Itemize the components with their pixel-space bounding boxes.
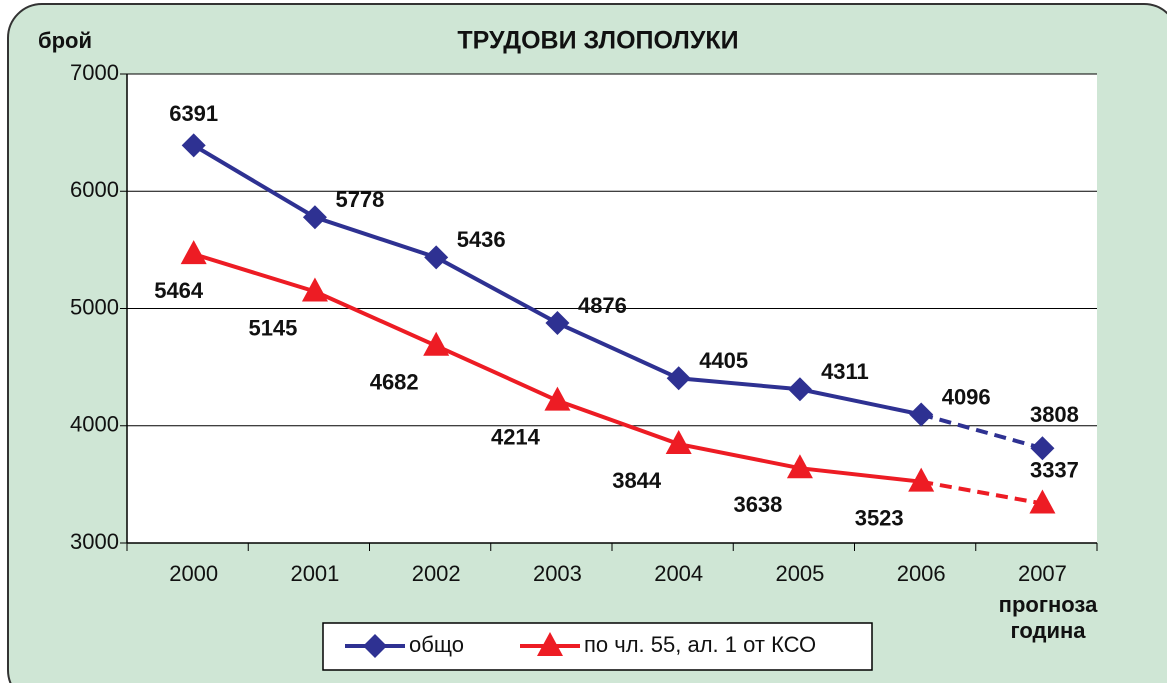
marker — [908, 467, 935, 492]
marker — [423, 331, 450, 356]
marker — [544, 386, 571, 411]
x-tick-label: 2003 — [533, 561, 582, 586]
annotation: прогноза — [999, 592, 1098, 617]
y-axis-label: брой — [38, 28, 92, 53]
data-label: 5145 — [248, 315, 297, 340]
marker — [363, 634, 387, 658]
x-tick-label: 2005 — [775, 561, 824, 586]
legend-label: общо — [409, 632, 464, 657]
data-label: 4405 — [699, 348, 748, 373]
marker — [786, 454, 813, 479]
x-tick-label: 2002 — [412, 561, 461, 586]
series-line — [920, 479, 1043, 506]
marker — [1029, 489, 1056, 514]
data-label: 3844 — [612, 468, 662, 493]
marker — [665, 430, 692, 455]
data-label: 4214 — [491, 424, 541, 449]
data-label: 4096 — [942, 384, 991, 409]
chart-title: ТРУДОВИ ЗЛОПОЛУКИ — [457, 27, 738, 55]
x-tick-label: 2004 — [654, 561, 703, 586]
marker — [181, 133, 206, 158]
series-line — [920, 412, 1043, 451]
data-label: 3337 — [1030, 457, 1079, 482]
legend — [322, 622, 873, 671]
marker — [909, 402, 934, 427]
y-tick-label: 3000 — [70, 529, 119, 554]
x-axis-label: година — [1010, 618, 1086, 643]
data-label: 5464 — [154, 278, 204, 303]
data-label: 4682 — [370, 370, 419, 395]
y-tick-label: 4000 — [70, 412, 119, 437]
marker — [180, 240, 207, 265]
x-tick-label: 2001 — [290, 561, 339, 586]
data-label: 4311 — [821, 359, 869, 384]
data-label: 4876 — [578, 293, 627, 318]
marker — [302, 205, 327, 230]
legend-label: по чл. 55, ал. 1 от КСО — [584, 632, 816, 657]
y-tick-label: 6000 — [70, 177, 119, 202]
marker — [1030, 436, 1055, 461]
y-tick-label: 5000 — [70, 294, 119, 319]
x-tick-label: 2006 — [897, 561, 946, 586]
marker — [666, 366, 691, 391]
data-label: 3638 — [733, 492, 782, 517]
data-label: 5778 — [335, 187, 384, 212]
x-tick-label: 2000 — [169, 561, 218, 586]
marker — [424, 245, 449, 270]
marker — [537, 632, 563, 656]
x-tick-label: 2007 — [1018, 561, 1067, 586]
marker — [301, 277, 328, 302]
marker — [545, 311, 570, 336]
marker — [787, 377, 812, 402]
y-tick-label: 7000 — [70, 60, 119, 85]
data-label: 3808 — [1030, 402, 1079, 427]
data-label: 5436 — [457, 227, 506, 252]
data-label: 6391 — [169, 101, 218, 126]
data-label: 3523 — [855, 505, 904, 530]
